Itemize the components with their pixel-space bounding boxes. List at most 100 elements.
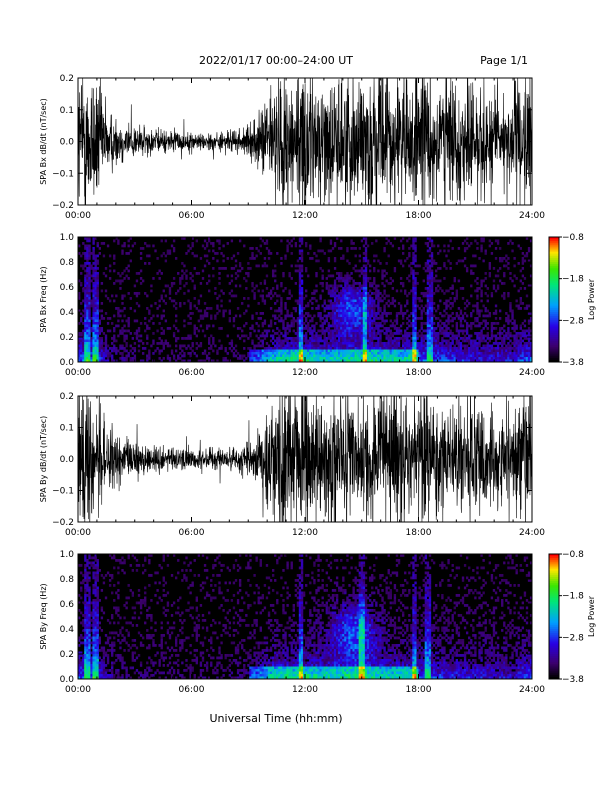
spectrogram-cell — [348, 309, 351, 313]
spectrogram-cell — [414, 289, 417, 293]
spectrogram-cell — [88, 357, 91, 360]
spectrogram-cell — [472, 344, 475, 348]
spectrogram-cell — [371, 314, 374, 318]
spectrogram-cell — [88, 347, 91, 350]
spectrogram-cell — [379, 352, 382, 355]
y-axis-label: SPA Bx Freq (Hz) — [39, 266, 48, 332]
spectrogram-cell — [280, 352, 283, 355]
spectrogram-cell — [432, 329, 436, 333]
spectrogram-cell — [445, 344, 448, 348]
spectrogram-cell — [494, 349, 498, 353]
spectrogram-cell — [342, 292, 345, 295]
spectrogram-cell — [335, 347, 339, 350]
spectrogram-cell — [484, 357, 487, 360]
spectrogram-cell — [465, 347, 469, 350]
spectrogram-cell — [356, 309, 359, 313]
spectrogram-cell — [208, 262, 211, 265]
spectrogram-cell — [315, 299, 318, 303]
spectrogram-cell — [92, 332, 95, 335]
spectrogram-cell — [129, 357, 132, 360]
spectrogram-cell — [490, 329, 494, 333]
spectrogram-cell — [327, 259, 331, 263]
spectrogram-cell — [453, 352, 456, 355]
spectrogram-cell — [445, 302, 448, 305]
spectrogram-cell — [443, 354, 446, 358]
spectrogram-cell — [366, 314, 370, 318]
spectrogram-cell — [342, 257, 345, 260]
spectrogram-cell — [445, 349, 448, 353]
spectrogram-cell — [430, 309, 434, 313]
spectrogram-cell — [350, 309, 353, 313]
spectrogram-cell — [335, 287, 339, 290]
spectrogram-cell — [430, 322, 434, 325]
spectrogram-cell — [412, 347, 415, 350]
spectrogram-cell — [362, 322, 366, 325]
spectrogram-cell — [443, 334, 446, 338]
spectrogram-cell — [338, 299, 341, 303]
spectrogram-cell — [333, 334, 337, 338]
spectrogram-cell — [453, 349, 456, 353]
spectrogram-cell — [461, 352, 465, 355]
spectrogram-cell — [164, 259, 168, 263]
spectrogram-cell — [319, 347, 322, 350]
spectrogram-cell — [340, 354, 343, 358]
spectrogram-cell — [383, 307, 386, 310]
spectrogram-cell — [356, 314, 359, 318]
spectrogram-cell — [313, 354, 316, 358]
spectrogram-cell — [507, 334, 510, 338]
spectrogram-cell — [319, 334, 322, 338]
spectrogram-cell — [498, 352, 502, 355]
spectrogram-cell — [389, 282, 392, 285]
spectrogram-cell — [94, 656, 97, 660]
spectrogram-cell — [430, 299, 434, 303]
spectrogram-cell — [366, 354, 370, 358]
spectrogram-cell — [474, 289, 477, 293]
spectrogram-cell — [78, 339, 81, 343]
spectrogram-cell — [335, 334, 339, 338]
spectrogram-cell — [441, 322, 444, 325]
spectrogram-cell — [498, 334, 502, 338]
spectrogram-cell — [507, 327, 510, 330]
spectrogram-cell — [331, 349, 335, 353]
spectrogram-cell — [280, 257, 283, 260]
spectrogram-cell — [119, 274, 122, 278]
spectrogram-cell — [348, 327, 351, 330]
spectrogram-cell — [529, 264, 533, 268]
spectrogram-cell — [371, 347, 374, 350]
spectrogram-cell — [451, 334, 454, 338]
spectrogram-cell — [94, 349, 97, 353]
spectrogram-cell — [529, 352, 533, 355]
spectrogram-cell — [80, 676, 83, 680]
spectrogram-cell — [88, 634, 91, 637]
spectrogram-cell — [82, 329, 85, 333]
spectrogram-cell — [486, 344, 489, 348]
spectrogram-cell — [92, 654, 95, 657]
spectrogram-cell — [321, 289, 324, 293]
spectrogram-cell — [385, 319, 388, 323]
spectrogram-cell — [379, 299, 382, 303]
spectrogram-cell — [323, 252, 326, 255]
spectrogram-cell — [135, 272, 139, 275]
spectrogram-cell — [86, 601, 89, 605]
spectrogram-cell — [133, 347, 137, 350]
y-tick-label: −0.1 — [52, 487, 74, 497]
colorbar-swatch — [549, 272, 559, 275]
spectrogram-cell — [108, 277, 112, 280]
spectrogram-cell — [290, 252, 293, 255]
spectrogram-cell — [333, 347, 337, 350]
spectrogram-cell — [269, 319, 273, 323]
spectrogram-cell — [321, 269, 324, 273]
spectrogram-cell — [507, 322, 510, 325]
spectrogram-cell — [447, 304, 450, 308]
spectrogram-cell — [172, 247, 176, 250]
spectrogram-cell — [150, 317, 153, 320]
spectrogram-cell — [123, 242, 126, 245]
spectrogram-cell — [368, 334, 372, 338]
spectrogram-cell — [84, 264, 87, 268]
spectrogram-cell — [247, 297, 250, 300]
spectrogram-cell — [362, 284, 366, 288]
spectrogram-cell — [393, 332, 397, 335]
spectrogram-cell — [397, 347, 401, 350]
spectrogram-cell — [515, 354, 518, 358]
spectrogram-cell — [503, 342, 506, 345]
